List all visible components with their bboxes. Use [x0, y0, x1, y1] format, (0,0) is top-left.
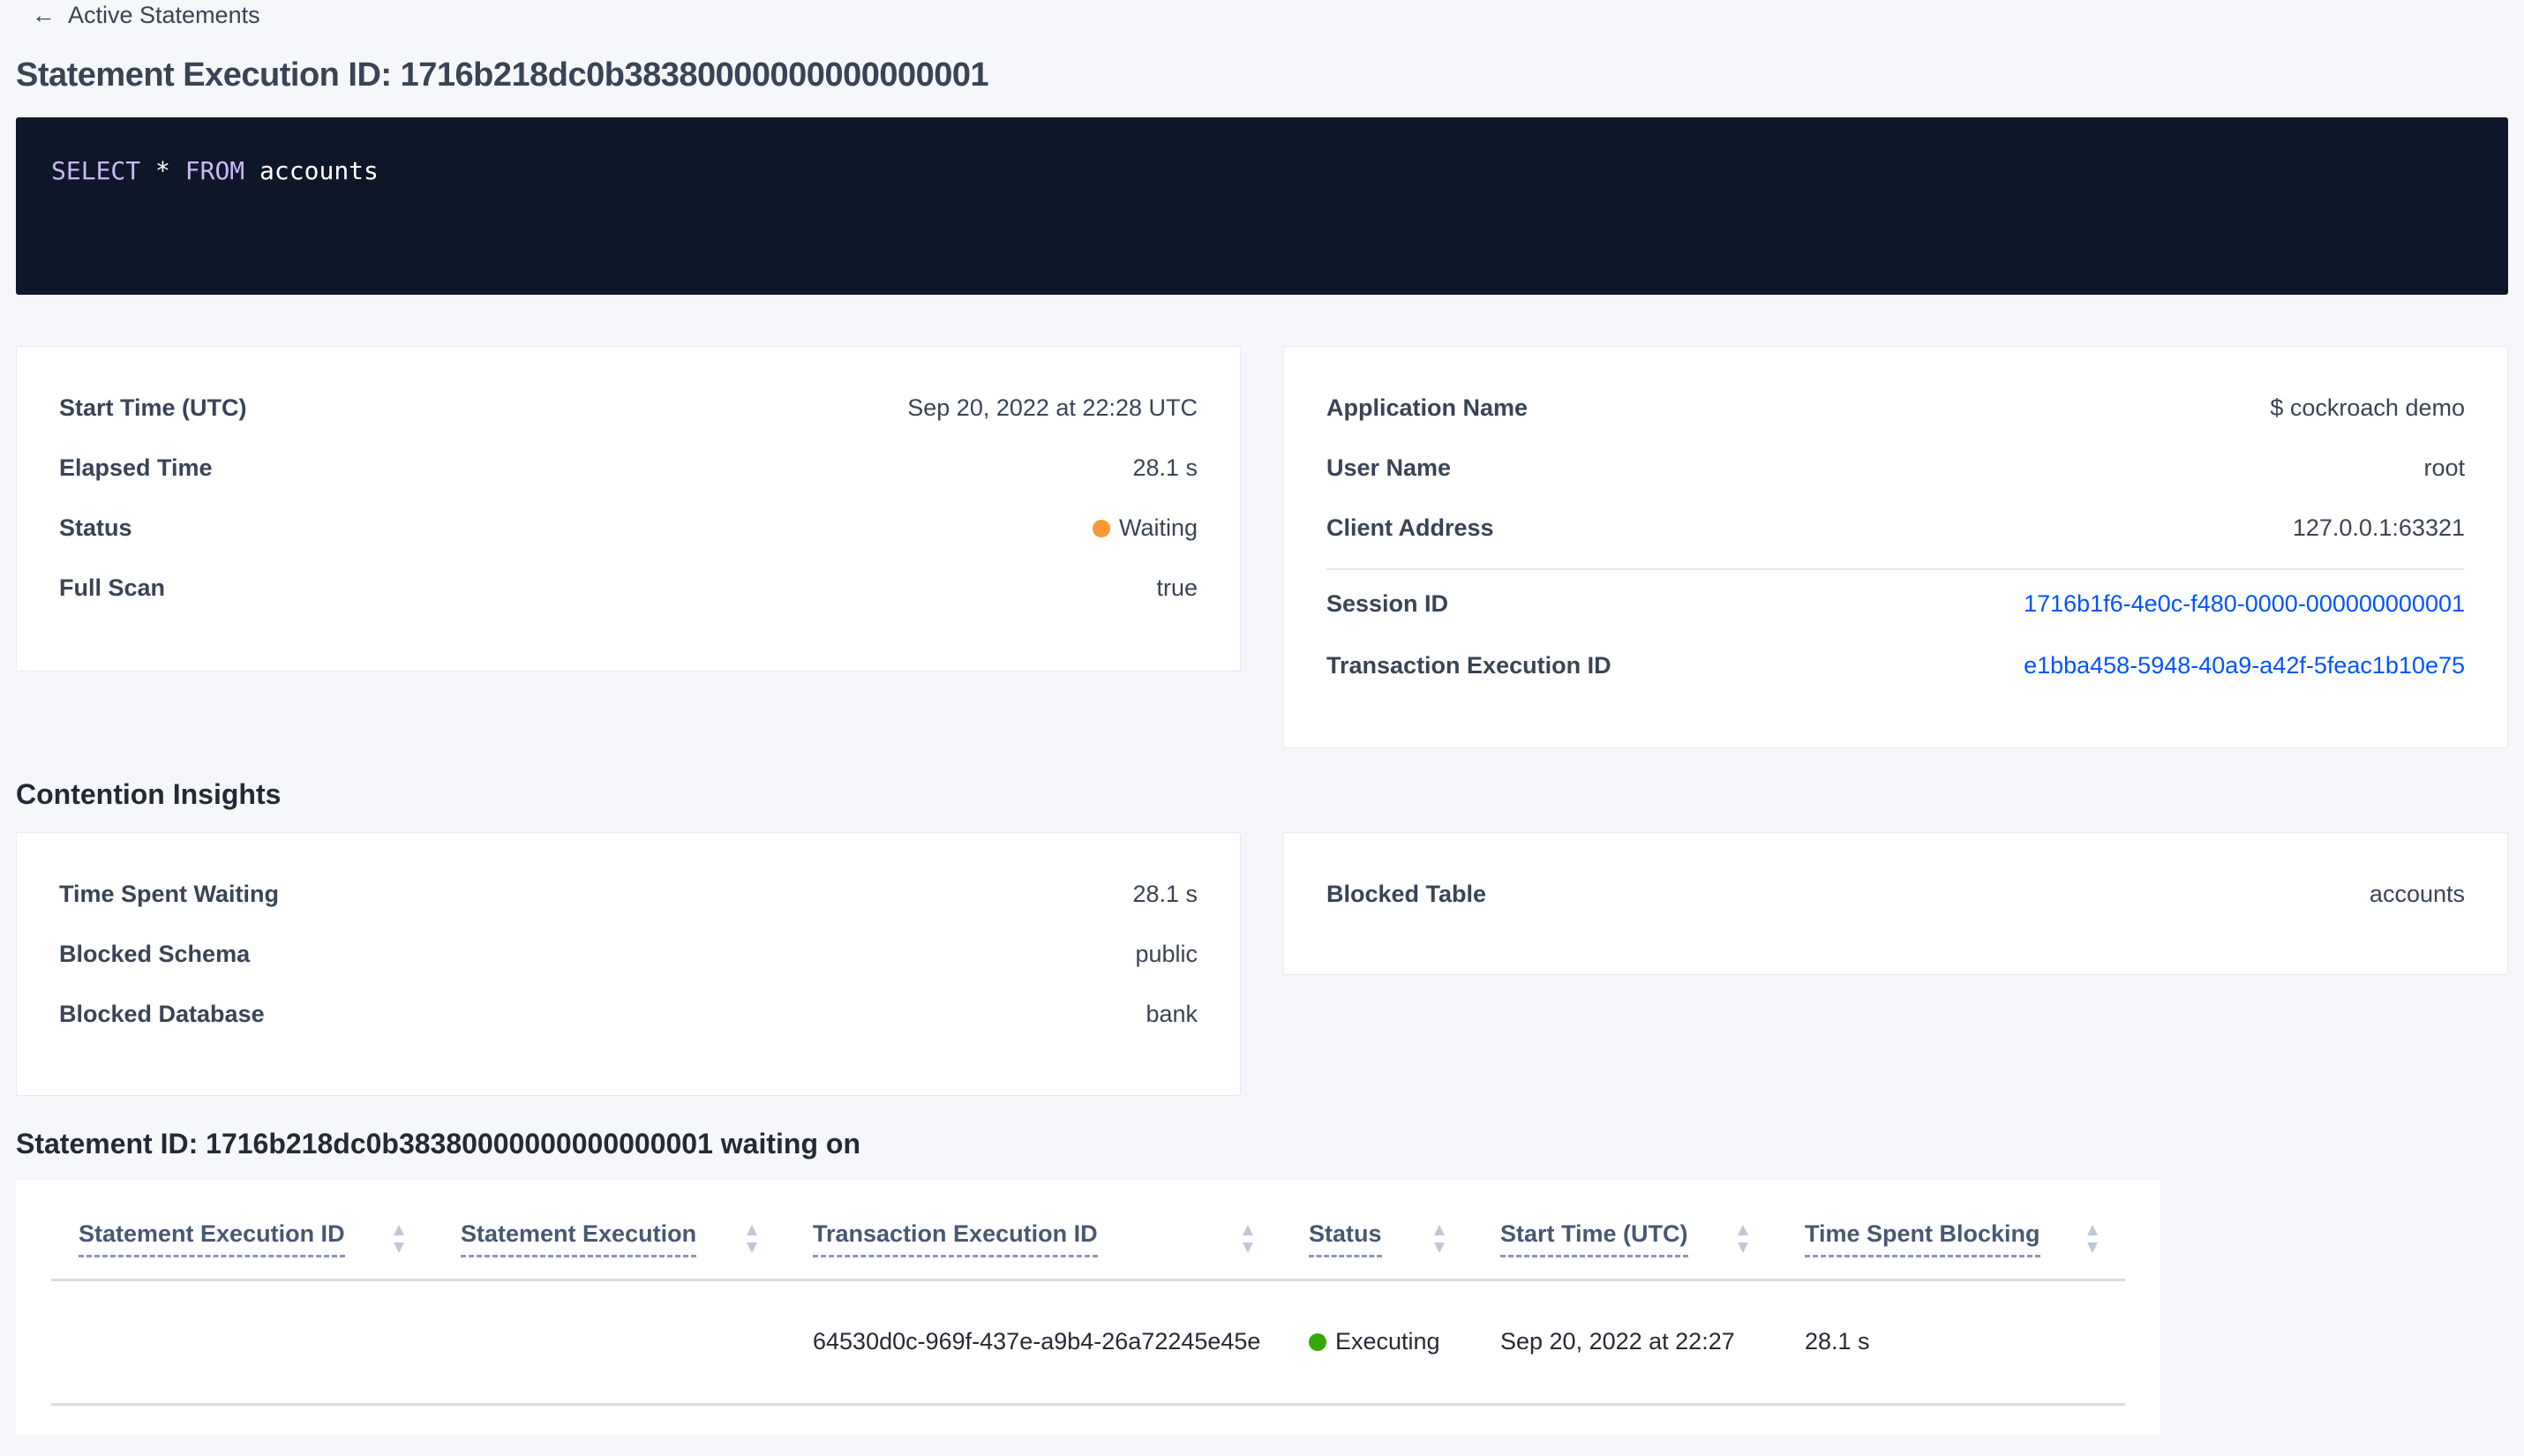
sort-icon[interactable] — [745, 1223, 759, 1255]
detail-row-transaction-execution-id: Transaction Execution ID e1bba458-5948-40… — [1326, 652, 2465, 679]
column-header-start-time[interactable]: Start Time (UTC) — [1500, 1220, 1688, 1257]
detail-label: Transaction Execution ID — [1326, 652, 1611, 679]
detail-label: Application Name — [1326, 394, 1529, 421]
statement-details-card: Start Time (UTC) Sep 20, 2022 at 22:28 UT… — [16, 346, 1241, 672]
waiting-table — [16, 1180, 2160, 1434]
status-text: Executing — [1335, 1328, 1440, 1355]
sort-icon[interactable] — [2085, 1223, 2100, 1255]
sort-icon[interactable] — [1736, 1223, 1750, 1255]
sql-keyword: SELECT — [51, 156, 141, 185]
column-header-statement-execution-id[interactable]: Statement Execution ID — [79, 1220, 345, 1257]
sql-code-block: SELECT * FROM accounts — [16, 117, 2508, 295]
detail-value: 28.1 s — [1132, 454, 1198, 481]
transaction-execution-id-link[interactable]: e1bba458-5948-40a9-a42f-5feac1b10e75 — [2024, 652, 2465, 679]
back-link-active-statements[interactable]: ← Active Statements — [32, 2, 260, 28]
detail-value: bank — [1146, 1001, 1198, 1027]
sql-keyword: FROM — [184, 156, 245, 185]
arrow-left-icon: ← — [32, 2, 56, 28]
session-details-card: Application Name $ cockroach demo User Na… — [1283, 346, 2508, 748]
detail-label: Status — [59, 514, 132, 541]
detail-label: Blocked Table — [1326, 881, 1487, 907]
cell-start-time: Sep 20, 2022 at 22:27 — [1500, 1328, 1735, 1355]
column-header-statement-execution[interactable]: Statement Execution — [461, 1220, 697, 1257]
detail-value: true — [1156, 574, 1198, 601]
waiting-on-heading: Statement ID: 1716b218dc0b38380000000000… — [16, 1128, 860, 1160]
detail-row-client-address: Client Address 127.0.0.1:63321 — [1326, 514, 2465, 542]
status-badge: Waiting — [1092, 514, 1198, 542]
column-header-transaction-execution-id[interactable]: Transaction Execution ID — [813, 1220, 1098, 1257]
detail-label: Blocked Database — [59, 1001, 265, 1027]
detail-row-session-id: Session ID 1716b1f6-4e0c-f480-0000-000000… — [1326, 590, 2465, 618]
cell-status: Executing — [1309, 1328, 1440, 1355]
detail-label: Time Spent Waiting — [59, 881, 280, 907]
detail-row-elapsed-time: Elapsed Time 28.1 s — [59, 454, 1198, 482]
detail-row-blocked-database: Blocked Database bank — [59, 1001, 1198, 1028]
detail-row-application-name: Application Name $ cockroach demo — [1326, 394, 2465, 422]
session-id-link[interactable]: 1716b1f6-4e0c-f480-0000-000000000001 — [2024, 590, 2465, 617]
sort-icon[interactable] — [1432, 1223, 1446, 1255]
detail-row-user-name: User Name root — [1326, 454, 2465, 482]
sort-icon[interactable] — [1241, 1223, 1255, 1255]
detail-value: $ cockroach demo — [2270, 394, 2465, 421]
sql-star: * — [155, 156, 170, 185]
cell-time-spent-blocking: 28.1 s — [1805, 1328, 1870, 1355]
detail-label: Elapsed Time — [59, 454, 213, 481]
detail-label: Blocked Schema — [59, 941, 251, 967]
page-title: Statement Execution ID: 1716b218dc0b3838… — [16, 56, 989, 94]
sql-table: accounts — [259, 156, 379, 185]
table-header-divider — [51, 1279, 2125, 1281]
contention-right-card: Blocked Table accounts — [1283, 832, 2508, 975]
detail-label: Full Scan — [59, 574, 166, 601]
detail-value: root — [2423, 454, 2465, 481]
column-header-time-spent-blocking[interactable]: Time Spent Blocking — [1805, 1220, 2040, 1257]
detail-value: accounts — [2369, 881, 2465, 907]
detail-label: Client Address — [1326, 514, 1494, 541]
divider — [1326, 568, 2465, 570]
detail-row-start-time: Start Time (UTC) Sep 20, 2022 at 22:28 UT… — [59, 394, 1198, 422]
detail-value: 28.1 s — [1132, 881, 1198, 907]
detail-value: public — [1135, 941, 1198, 967]
detail-row-status: Status Waiting — [59, 514, 1198, 542]
detail-row-time-spent-waiting: Time Spent Waiting 28.1 s — [59, 881, 1198, 908]
contention-left-card: Time Spent Waiting 28.1 s Blocked Schema p… — [16, 832, 1241, 1096]
table-row-divider — [51, 1403, 2125, 1406]
column-header-status[interactable]: Status — [1309, 1220, 1382, 1257]
detail-label: Start Time (UTC) — [59, 394, 247, 421]
detail-row-blocked-table: Blocked Table accounts — [1326, 881, 2465, 908]
detail-row-blocked-schema: Blocked Schema public — [59, 941, 1198, 968]
detail-label: Session ID — [1326, 590, 1449, 617]
detail-label: User Name — [1326, 454, 1452, 481]
status-dot-icon — [1092, 520, 1110, 537]
cell-transaction-execution-id: 64530d0c-969f-437e-a9b4-26a72245e45e — [813, 1328, 1261, 1355]
status-text: Waiting — [1118, 514, 1198, 541]
detail-row-full-scan: Full Scan true — [59, 574, 1198, 602]
sort-icon[interactable] — [392, 1223, 406, 1255]
status-dot-icon — [1309, 1333, 1326, 1351]
detail-value: 127.0.0.1:63321 — [2292, 514, 2465, 541]
contention-insights-heading: Contention Insights — [16, 778, 282, 810]
detail-value: Sep 20, 2022 at 22:28 UTC — [907, 394, 1198, 421]
